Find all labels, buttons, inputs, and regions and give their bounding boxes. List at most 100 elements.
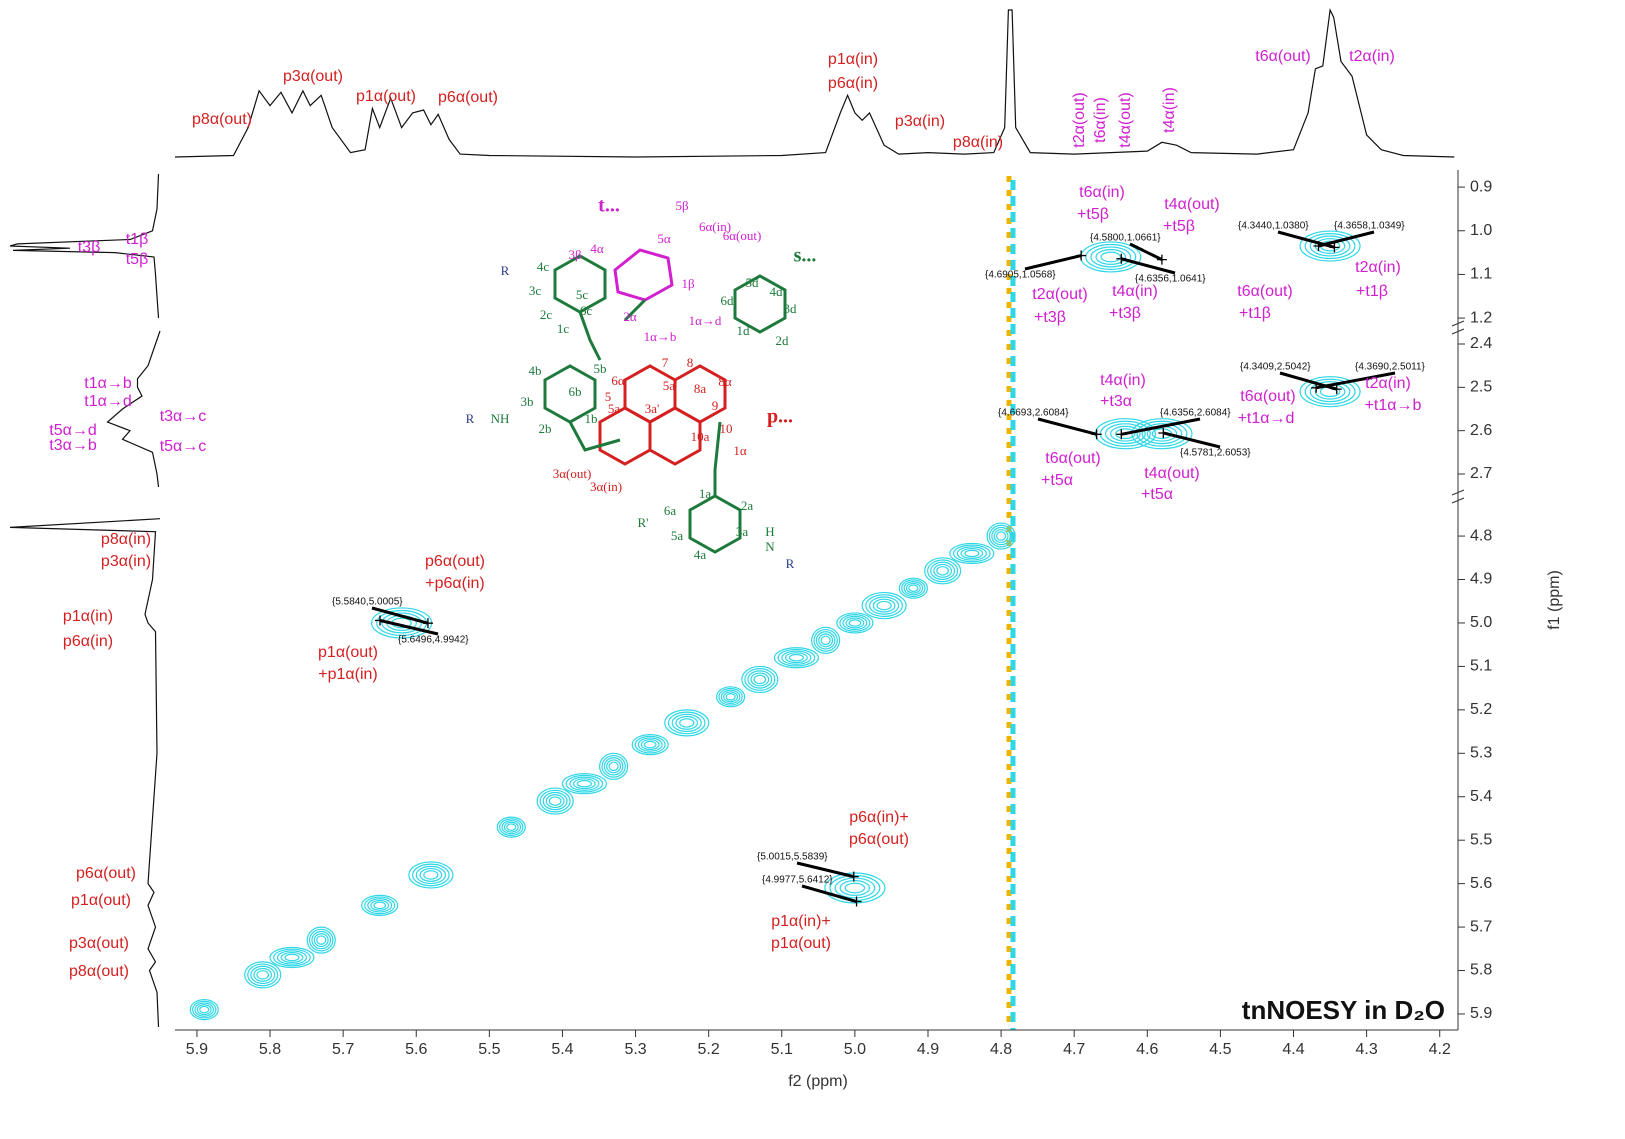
- structure-label: 8: [687, 355, 694, 370]
- contour-peak: [561, 773, 607, 795]
- leader: [796, 861, 855, 879]
- contour-ring: [244, 961, 282, 989]
- axis-break: [1451, 320, 1465, 335]
- structure-label: 2α: [623, 309, 637, 324]
- y-tick-label: 5.6: [1470, 875, 1492, 892]
- annotation: t6α(out): [1240, 388, 1296, 405]
- annotation: t6α(in): [1079, 184, 1125, 201]
- annotation: t3α→b: [49, 437, 97, 454]
- x-tick-label: 5.7: [332, 1041, 354, 1058]
- structure-label: R: [786, 556, 795, 571]
- annotation: p6α(out): [76, 865, 136, 882]
- structure-label: R: [466, 411, 475, 426]
- contour-ring: [496, 816, 526, 838]
- contour-ring: [364, 896, 396, 915]
- annotation: p1α(in)+: [771, 913, 831, 930]
- annotation: p8α(in): [953, 134, 1003, 151]
- contour-ring: [1136, 420, 1188, 447]
- contour-ring: [640, 739, 660, 751]
- annotation: t6α(in): [1092, 97, 1109, 143]
- x-tick-label: 5.4: [551, 1041, 573, 1058]
- structure-label: 5a: [671, 528, 684, 543]
- contour-ring: [964, 549, 980, 558]
- structure-label: 4α: [590, 241, 604, 256]
- contour-ring: [637, 737, 663, 752]
- contour-ring: [905, 582, 921, 594]
- leader: [1120, 257, 1176, 275]
- contour-peak: [741, 665, 779, 694]
- structure-label: 7: [662, 355, 669, 370]
- structure-label: 3α(in): [590, 479, 622, 494]
- annotation: p6α(in): [828, 75, 878, 92]
- structure-label: 6α(out): [723, 228, 762, 243]
- y-tick-label: 5.4: [1470, 788, 1492, 805]
- contour-ring: [716, 686, 746, 708]
- contour-ring: [836, 612, 874, 634]
- structure-label: 2c: [540, 307, 553, 322]
- contour-ring: [986, 522, 1016, 550]
- y-tick-label: 5.7: [1470, 918, 1492, 935]
- contour-ring: [718, 687, 743, 706]
- contour-ring: [373, 901, 387, 910]
- contour-peak: [773, 647, 819, 669]
- contour-ring: [1304, 232, 1356, 260]
- contour-ring: [991, 526, 1011, 546]
- cross-peak-label: {5.5840,5.0005}: [332, 597, 403, 608]
- contour-ring: [423, 870, 439, 880]
- contour-ring: [723, 691, 739, 703]
- ring: [553, 254, 607, 314]
- annotation: p8α(out): [192, 111, 252, 128]
- contour-ring: [542, 791, 568, 811]
- x-tick-label: 5.2: [698, 1041, 720, 1058]
- annotation: t2α(in): [1355, 259, 1401, 276]
- contour-ring: [869, 596, 900, 615]
- contour-peak: [898, 577, 928, 599]
- annotation: +t5β: [1077, 206, 1109, 223]
- top-projection: [174, 7, 1455, 158]
- cross-peak-label: {5.6496,4.9942}: [398, 635, 469, 646]
- contour-ring: [1104, 423, 1146, 445]
- contour-ring: [813, 628, 838, 652]
- leader: [1037, 417, 1098, 436]
- left-projection: [9, 173, 161, 1028]
- contour-ring: [608, 761, 619, 772]
- structure-label: H: [765, 524, 774, 539]
- structure-label: NH: [491, 411, 510, 426]
- contour-ring: [750, 672, 770, 687]
- annotation: t4α(in): [1112, 283, 1158, 300]
- contour-peak: [244, 961, 282, 989]
- annotation: t6α(out): [1045, 450, 1101, 467]
- x-tick-label: 4.9: [917, 1041, 939, 1058]
- contour-ring: [269, 946, 315, 969]
- structure-label: 3a: [736, 524, 749, 539]
- contour-ring: [788, 653, 805, 662]
- contour-ring: [506, 823, 517, 831]
- x-axis-label: f2 (ppm): [788, 1073, 848, 1090]
- annotation: p6α(out): [438, 89, 498, 106]
- contour-ring: [1304, 378, 1356, 405]
- annotation: t5α→d: [49, 422, 97, 439]
- contour-ring: [744, 668, 776, 691]
- annotation: t6α(out): [1237, 283, 1293, 300]
- annotation: p6α(in)+: [849, 809, 909, 826]
- structure-label: 4a: [694, 547, 707, 562]
- structure-label: 1c: [557, 321, 570, 336]
- x-tick-label: 5.0: [844, 1041, 866, 1058]
- contour-ring: [777, 648, 816, 667]
- contour-ring: [601, 754, 626, 778]
- bond: [568, 298, 722, 496]
- leader: [1318, 230, 1375, 248]
- leader: [1129, 242, 1163, 261]
- structure-label: 3β: [568, 247, 582, 262]
- structure-label: 1β: [681, 276, 695, 291]
- cross-peak-label: {4.3440,1.0380}: [1238, 221, 1309, 232]
- cross-peak-label: {4.5800,1.0661}: [1090, 233, 1161, 244]
- contour-ring: [284, 953, 300, 962]
- annotation: p3α(in): [101, 553, 151, 570]
- contour-ring: [815, 631, 836, 650]
- structure-label: 4b: [529, 363, 542, 378]
- contour-ring: [839, 880, 871, 896]
- contour-ring: [844, 882, 866, 894]
- contour-ring: [725, 693, 736, 701]
